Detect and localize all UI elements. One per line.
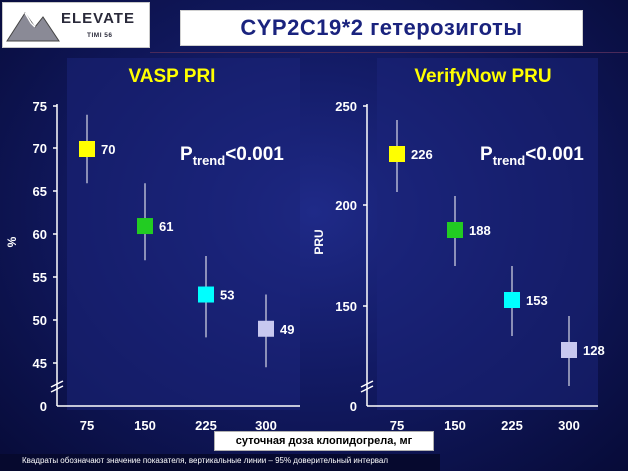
x-tick-label: 150 [444, 418, 466, 433]
trend-value: <0.001 [225, 144, 284, 165]
x-tick-label: 75 [80, 418, 94, 433]
data-label: 226 [411, 147, 433, 162]
chart-title: VerifyNow PRU [414, 66, 551, 87]
data-label: 128 [583, 343, 605, 358]
data-point [389, 146, 405, 162]
panel-background [67, 58, 300, 410]
y-tick-label: 50 [33, 313, 47, 328]
data-point [504, 292, 520, 308]
axis-break-mark [50, 385, 64, 393]
y-tick-label: 250 [335, 99, 357, 114]
data-point [198, 286, 214, 303]
y-tick-label: 75 [33, 99, 47, 114]
x-tick-label: 300 [558, 418, 580, 433]
y-tick-label-zero: 0 [350, 399, 357, 414]
x-tick-label: 75 [390, 418, 404, 433]
mountain-logo-icon [6, 12, 60, 42]
data-label: 70 [101, 142, 115, 157]
data-label: 188 [469, 223, 491, 238]
y-tick-label: 150 [335, 299, 357, 314]
data-point [561, 342, 577, 358]
header-divider [150, 52, 628, 53]
logo: ELEVATE TIMI 56 [2, 2, 150, 48]
data-label: 49 [280, 322, 294, 337]
y-tick-label: 70 [33, 141, 47, 156]
y-tick-label: 45 [33, 356, 47, 371]
data-label: 61 [159, 219, 173, 234]
trend-annotation: Ptrend<0.001 [180, 144, 284, 168]
footnote: Квадраты обозначают значение показателя,… [22, 456, 389, 465]
trend-p: P [180, 144, 193, 165]
data-point [79, 141, 95, 157]
axis-break-mark [360, 385, 374, 393]
y-tick-label: 60 [33, 227, 47, 242]
x-axis-label-box: суточная доза клопидогрела, мг [214, 431, 434, 451]
x-tick-label: 300 [255, 418, 277, 433]
y-axis-title: % [5, 236, 19, 247]
y-tick-label: 55 [33, 270, 47, 285]
x-tick-label: 225 [501, 418, 523, 433]
x-tick-label: 225 [195, 418, 217, 433]
trend-p: P [480, 144, 493, 165]
y-axis-title: PRU [312, 229, 326, 254]
x-tick-label: 150 [134, 418, 156, 433]
data-label: 153 [526, 293, 548, 308]
page-title: CYP2C19*2 гетерозиготы [240, 15, 523, 40]
axis-break-mark [50, 380, 64, 388]
title-box: CYP2C19*2 гетерозиготы [180, 10, 583, 46]
data-point [137, 218, 153, 235]
logo-text: ELEVATE [61, 10, 135, 27]
y-tick-label-zero: 0 [40, 399, 47, 414]
data-point [258, 320, 274, 337]
footnote-bar: Квадраты обозначают значение показателя,… [0, 454, 440, 471]
trend-value: <0.001 [525, 144, 584, 165]
x-axis-label: суточная доза клопидогрела, мг [235, 435, 413, 447]
y-tick-label: 65 [33, 184, 47, 199]
logo-subtitle: TIMI 56 [87, 32, 113, 39]
trend-annotation: Ptrend<0.001 [480, 144, 584, 168]
data-label: 53 [220, 288, 234, 303]
data-point [447, 222, 463, 238]
trend-subscript: trend [193, 153, 226, 168]
trend-subscript: trend [493, 153, 526, 168]
chart-title: VASP PRI [129, 66, 216, 87]
axis-break-mark [360, 380, 374, 388]
y-tick-label: 200 [335, 198, 357, 213]
